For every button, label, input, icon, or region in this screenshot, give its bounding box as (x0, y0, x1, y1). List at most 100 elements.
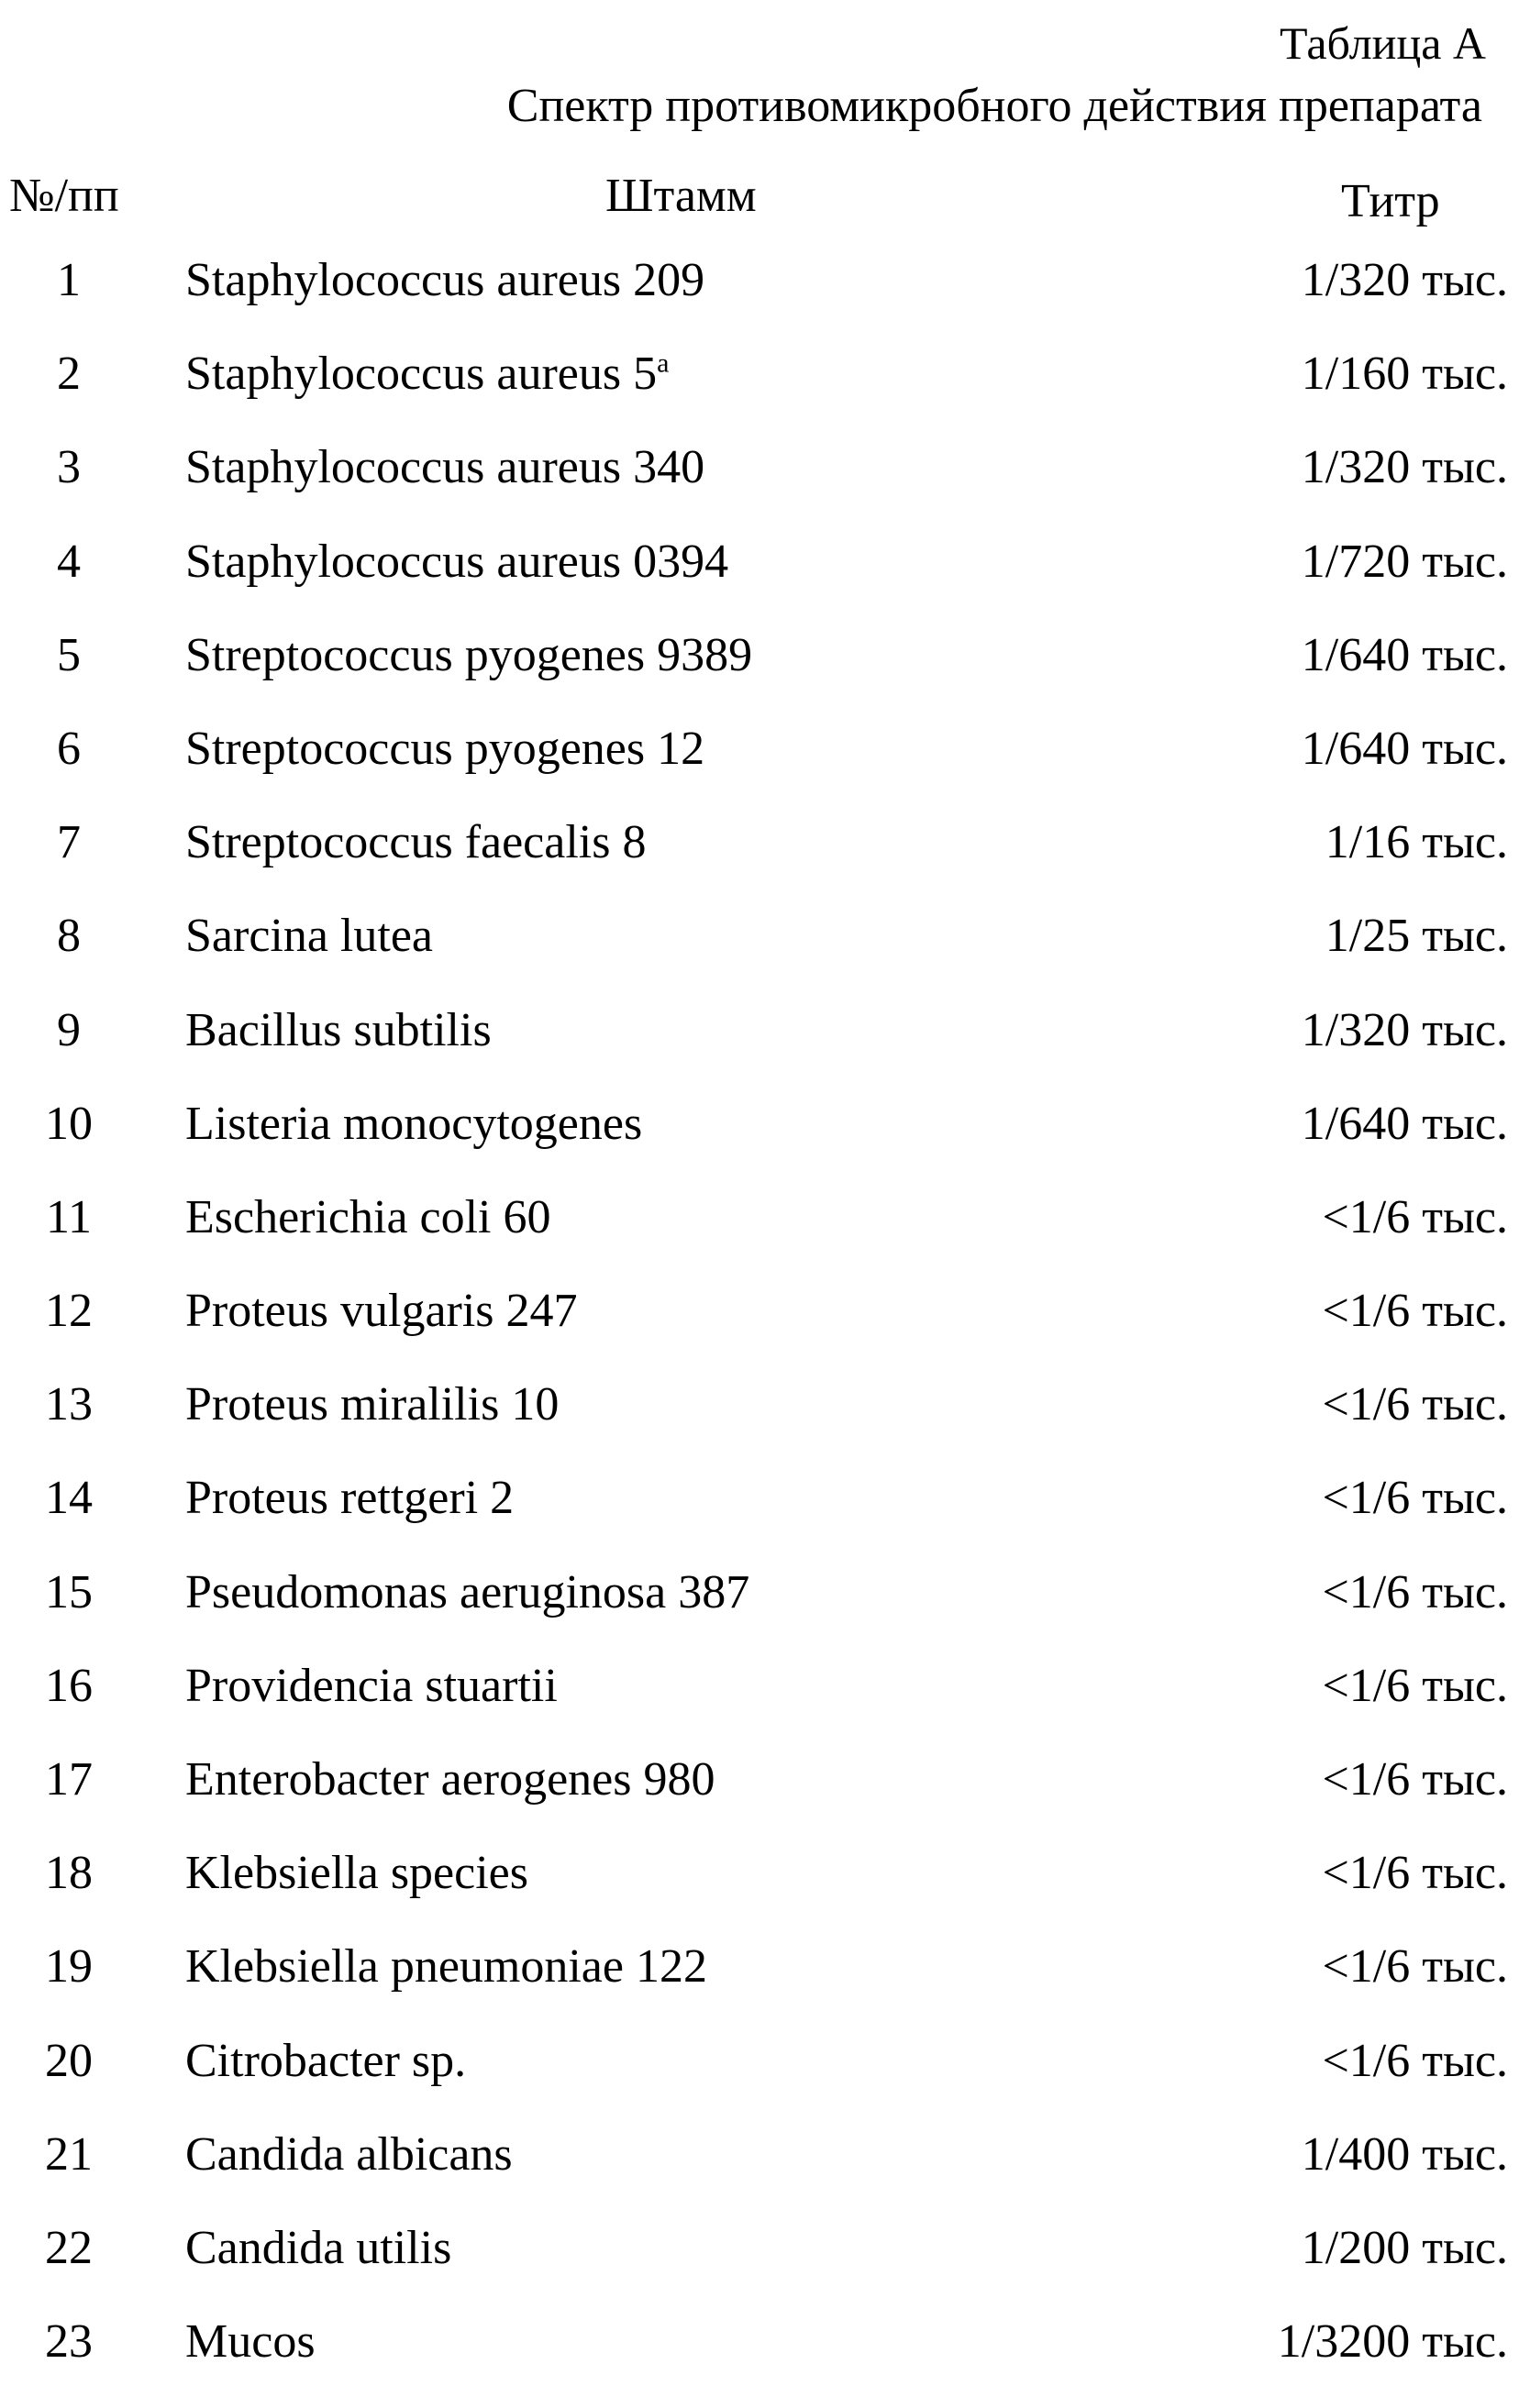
row-strain: Pseudomonas aeruginosa 387 (185, 1565, 749, 1619)
strain-name: Providencia stuartii (185, 1660, 558, 1712)
table-row: 13Proteus miralilis 10<1/6 тыс. (0, 1377, 1519, 1471)
strain-name: Staphylococcus aureus 340 (185, 441, 704, 493)
row-titer: 1/640 тыс. (1302, 1097, 1508, 1151)
table-row: 4 Staphylococcus aureus 0394 1/720 тыс. (0, 535, 1519, 628)
row-strain: Escherichia coli 60 (185, 1190, 551, 1244)
row-titer: <1/6 тыс. (1322, 1565, 1508, 1619)
row-strain: Streptococcus pyogenes 12 (185, 722, 704, 776)
row-strain: Providencia stuartii (185, 1659, 558, 1713)
table-row: 5Streptococcus pyogenes 93891/640 тыс. (0, 628, 1519, 722)
row-titer: 1/320 тыс. (1302, 1003, 1508, 1057)
row-titer: <1/6 тыс. (1322, 1846, 1508, 1900)
table-caption: Таблица А (1280, 17, 1486, 70)
row-strain: Proteus vulgaris 247 (185, 1284, 578, 1338)
row-num: 19 (28, 1939, 110, 1994)
row-num: 8 (28, 909, 110, 963)
strain-name: Candida albicans (185, 2128, 513, 2181)
row-num: 3 (28, 440, 110, 494)
table-row: 6 Streptococcus pyogenes 12 1/640 тыс. (0, 722, 1519, 815)
table-row: 11Escherichia coli 60<1/6 тыс. (0, 1190, 1519, 1284)
strain-name: Streptococcus pyogenes 12 (185, 723, 704, 775)
row-strain: Candida utilis (185, 2221, 451, 2275)
table-row: 19 Klebsiella pneumoniae 122 <1/6 тыс. (0, 1939, 1519, 2033)
table-title: Спектр противомикробного действия препар… (507, 79, 1482, 133)
table-row: 7 Streptococcus faecalis 8 1/16 тыс. (0, 815, 1519, 909)
strain-name: Proteus vulgaris 247 (185, 1285, 578, 1337)
header-titer: Титр (1341, 174, 1440, 228)
row-num: 10 (28, 1097, 110, 1151)
row-strain: Klebsiella pneumoniae 122 (185, 1939, 707, 1994)
row-num: 17 (28, 1752, 110, 1806)
row-strain: Enterobacter aerogenes 980 (185, 1752, 715, 1806)
table-row: 9 Bacillus subtilis 1/320 тыс. (0, 1003, 1519, 1097)
row-titer: 1/3200 тыс. (1278, 2314, 1508, 2369)
row-strain: Staphylococcus aureus 340 (185, 440, 704, 494)
header-strain: Штамм (605, 169, 757, 223)
row-strain: Staphylococcus aureus 209 (185, 253, 704, 307)
row-num: 14 (28, 1471, 110, 1525)
strain-name: Staphylococcus aureus 209 (185, 254, 704, 306)
row-titer: 1/720 тыс. (1302, 535, 1508, 589)
strain-name: Proteus miralilis 10 (185, 1378, 559, 1430)
row-strain: Listeria monocytogenes (185, 1097, 642, 1151)
strain-name: Klebsiella pneumoniae 122 (185, 1940, 707, 1993)
row-titer: <1/6 тыс. (1322, 1752, 1508, 1806)
strain-name: Streptococcus faecalis 8 (185, 816, 646, 868)
strain-name: Streptococcus pyogenes 9389 (185, 629, 752, 681)
strain-name: Proteus rettgeri 2 (185, 1472, 514, 1524)
row-strain: Staphylococcus aureus 5a (185, 347, 669, 401)
row-titer: 1/320 тыс. (1302, 253, 1508, 307)
header-num: №/пп (9, 169, 119, 223)
strain-name: Bacillus subtilis (185, 1004, 492, 1056)
row-titer: 1/16 тыс. (1325, 815, 1508, 869)
table-row: 12 Proteus vulgaris 247 <1/6 тыс. (0, 1284, 1519, 1377)
table-row: 18 Klebsiella species <1/6 тыс. (0, 1846, 1519, 1939)
table-row: 22 Candida utilis 1/200 тыс. (0, 2221, 1519, 2314)
row-titer: 1/400 тыс. (1302, 2127, 1508, 2182)
table-row: 3 Staphylococcus aureus 340 1/320 тыс. (0, 440, 1519, 534)
table-row: 8Sarcina lutea1/25 тыс. (0, 909, 1519, 1002)
row-num: 9 (28, 1003, 110, 1057)
row-titer: 1/200 тыс. (1302, 2221, 1508, 2275)
row-num: 4 (28, 535, 110, 589)
row-strain: Proteus rettgeri 2 (185, 1471, 514, 1525)
row-titer: <1/6 тыс. (1322, 1659, 1508, 1713)
strain-name: Candida utilis (185, 2222, 451, 2274)
table-row: 10 Listeria monocytogenes 1/640 тыс. (0, 1097, 1519, 1190)
row-titer: <1/6 тыс. (1322, 1377, 1508, 1431)
row-titer: <1/6 тыс. (1322, 1284, 1508, 1338)
row-strain: Sarcina lutea (185, 909, 433, 963)
table-row: 14 Proteus rettgeri 2 <1/6 тыс. (0, 1471, 1519, 1564)
row-num: 12 (28, 1284, 110, 1338)
row-num: 11 (28, 1190, 110, 1244)
row-num: 22 (28, 2221, 110, 2275)
table-row: 20 Citrobacter sp. <1/6 тыс. (0, 2034, 1519, 2127)
row-strain: Proteus miralilis 10 (185, 1377, 559, 1431)
row-titer: 1/160 тыс. (1302, 347, 1508, 401)
row-titer: 1/640 тыс. (1302, 628, 1508, 682)
row-titer: <1/6 тыс. (1322, 1471, 1508, 1525)
row-titer: <1/6 тыс. (1322, 2034, 1508, 2088)
row-num: 20 (28, 2034, 110, 2088)
table-row: 23Mucos1/3200 тыс. (0, 2314, 1519, 2408)
row-strain: Staphylococcus aureus 0394 (185, 535, 728, 589)
table-row: 2 Staphylococcus aureus 5a 1/160 тыс. (0, 347, 1519, 440)
row-num: 21 (28, 2127, 110, 2182)
row-num: 7 (28, 815, 110, 869)
strain-name: Klebsiella species (185, 1847, 528, 1899)
row-strain: Candida albicans (185, 2127, 513, 2182)
row-strain: Bacillus subtilis (185, 1003, 492, 1057)
row-num: 18 (28, 1846, 110, 1900)
row-titer: 1/640 тыс. (1302, 722, 1508, 776)
row-titer: 1/320 тыс. (1302, 440, 1508, 494)
row-num: 2 (28, 347, 110, 401)
row-num: 6 (28, 722, 110, 776)
row-strain: Streptococcus pyogenes 9389 (185, 628, 752, 682)
row-strain: Citrobacter sp. (185, 2034, 466, 2088)
row-strain: Streptococcus faecalis 8 (185, 815, 646, 869)
strain-name: Citrobacter sp. (185, 2035, 466, 2087)
strain-name: Listeria monocytogenes (185, 1098, 642, 1150)
row-titer: <1/6 тыс. (1322, 1939, 1508, 1994)
table-body: 1Staphylococcus aureus 2091/320 тыс.2Sta… (0, 253, 1519, 2408)
row-num: 23 (28, 2314, 110, 2369)
